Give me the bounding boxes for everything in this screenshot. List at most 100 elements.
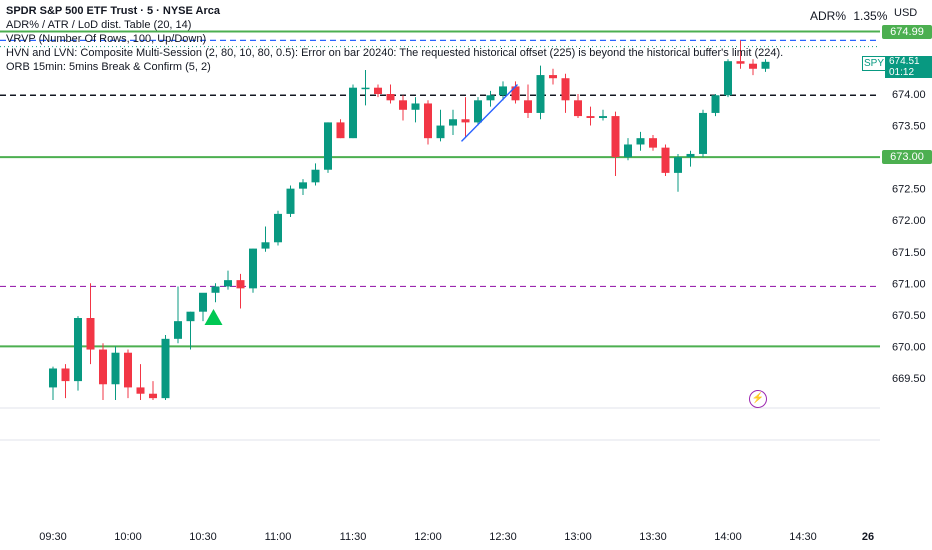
price-tick-label: 671.50 xyxy=(892,247,926,259)
candle-body xyxy=(586,116,595,118)
level-tag-top: 674.99 xyxy=(882,25,932,39)
candle-body xyxy=(86,318,95,350)
candle-body xyxy=(649,138,657,148)
candle-body xyxy=(274,213,282,243)
candle-body xyxy=(261,242,270,249)
candle-body xyxy=(436,125,445,139)
horizontal-levels xyxy=(0,30,880,348)
candle-body xyxy=(136,387,145,394)
grid xyxy=(0,407,880,441)
candle-body xyxy=(174,321,182,339)
candle-body xyxy=(636,138,645,145)
candle-body xyxy=(324,122,332,170)
indicator-orb[interactable]: ORB 15min: 5mins Break & Confirm (5, 2) xyxy=(6,61,211,73)
candle-body xyxy=(486,95,495,101)
overlays xyxy=(204,84,518,326)
candle-body xyxy=(349,87,357,139)
adr-label: ADR% xyxy=(810,9,847,23)
time-tick-label: 12:00 xyxy=(414,531,442,543)
price-tick-label: 673.50 xyxy=(892,121,926,133)
candle-body xyxy=(699,112,707,154)
candle-body xyxy=(736,61,745,64)
price-tick-label: 670.00 xyxy=(892,341,926,353)
time-axis[interactable]: 09:30 10:00 10:30 11:00 11:30 12:00 12:30 13:00… xyxy=(39,531,874,543)
candle-body xyxy=(399,100,407,110)
currency-label[interactable]: USD xyxy=(894,7,918,19)
price-tick-label: 670.50 xyxy=(892,310,926,322)
candle-body xyxy=(286,188,295,214)
candle-body xyxy=(311,169,320,183)
price-tick-label: 671.00 xyxy=(892,278,926,290)
candle-body xyxy=(761,61,770,69)
candle-body xyxy=(249,248,257,289)
last-price-tag: 674.51 01:12 xyxy=(885,56,932,78)
candle-body xyxy=(749,63,757,69)
buy-signal-triangle xyxy=(204,309,223,326)
candle-body xyxy=(711,95,720,113)
candle-body xyxy=(511,86,520,101)
price-tick-label: 669.50 xyxy=(892,373,926,385)
candles xyxy=(49,40,770,401)
candle-body xyxy=(461,119,470,123)
time-tick-label: 09:30 xyxy=(39,531,67,543)
candle-body xyxy=(661,147,670,173)
candle-body xyxy=(236,280,245,289)
candle-body xyxy=(724,61,732,96)
candle-body xyxy=(224,280,232,287)
candle-body xyxy=(211,286,220,293)
last-price-value: 674.51 xyxy=(889,56,920,67)
candle-body xyxy=(336,122,345,139)
price-tick-label: 672.00 xyxy=(892,215,926,227)
lightning-icon[interactable]: ⚡ xyxy=(749,390,767,408)
time-tick-label: 10:00 xyxy=(114,531,142,543)
price-axis[interactable]: 675.00674.50674.00673.50673.00672.50672.… xyxy=(892,26,926,385)
candle-body xyxy=(574,100,582,117)
price-tick-label: 672.50 xyxy=(892,184,926,196)
candle-body xyxy=(524,100,532,113)
candle-body xyxy=(611,116,620,158)
trend-line xyxy=(461,84,518,142)
candle-body xyxy=(474,100,482,123)
time-tick-label: 14:00 xyxy=(714,531,742,543)
candle-body xyxy=(299,182,307,189)
candle-body xyxy=(449,119,457,126)
time-tick-label: 26 xyxy=(862,531,874,543)
candle-body xyxy=(161,338,170,399)
candle-body xyxy=(74,318,82,382)
candle-body xyxy=(674,157,682,173)
candle-body xyxy=(374,87,382,94)
time-tick-label: 11:00 xyxy=(265,531,292,543)
candle-body xyxy=(199,292,207,312)
adr-value: 1.35% xyxy=(853,9,888,23)
candle-body xyxy=(124,352,132,388)
candle-body xyxy=(624,144,632,158)
candle-body xyxy=(549,75,557,79)
candle-body xyxy=(599,116,607,118)
candle-body xyxy=(411,103,420,110)
candle-body xyxy=(49,368,57,388)
bar-countdown: 01:12 xyxy=(889,67,915,78)
time-tick-label: 12:30 xyxy=(489,531,517,543)
candle-body xyxy=(361,87,370,90)
time-tick-label: 13:00 xyxy=(564,531,592,543)
candle-body xyxy=(186,311,195,322)
candle-body xyxy=(61,368,70,382)
candle-body xyxy=(149,393,157,399)
symbol-badge: SPY xyxy=(862,56,886,71)
candle-body xyxy=(386,94,395,101)
adr-readout: ADR% 1.35% xyxy=(806,9,887,23)
indicator-vrvp[interactable]: VRVP (Number Of Rows, 100, Up/Down) xyxy=(6,33,207,45)
indicator-hvn-lvn[interactable]: HVN and LVN: Composite Multi-Session (2,… xyxy=(6,47,784,59)
time-tick-label: 11:30 xyxy=(340,531,367,543)
indicator-adr-table[interactable]: ADR% / ATR / LoD dist. Table (20, 14) xyxy=(6,19,192,31)
time-tick-label: 10:30 xyxy=(189,531,217,543)
candle-body xyxy=(424,103,432,139)
price-tick-label: 674.00 xyxy=(892,89,926,101)
candle-body xyxy=(111,352,120,385)
time-tick-label: 14:30 xyxy=(789,531,817,543)
candle-body xyxy=(536,75,545,113)
time-tick-label: 13:30 xyxy=(639,531,667,543)
candle-body xyxy=(499,86,507,96)
symbol-title[interactable]: SPDR S&P 500 ETF Trust · 5 · NYSE Arca xyxy=(6,5,220,17)
